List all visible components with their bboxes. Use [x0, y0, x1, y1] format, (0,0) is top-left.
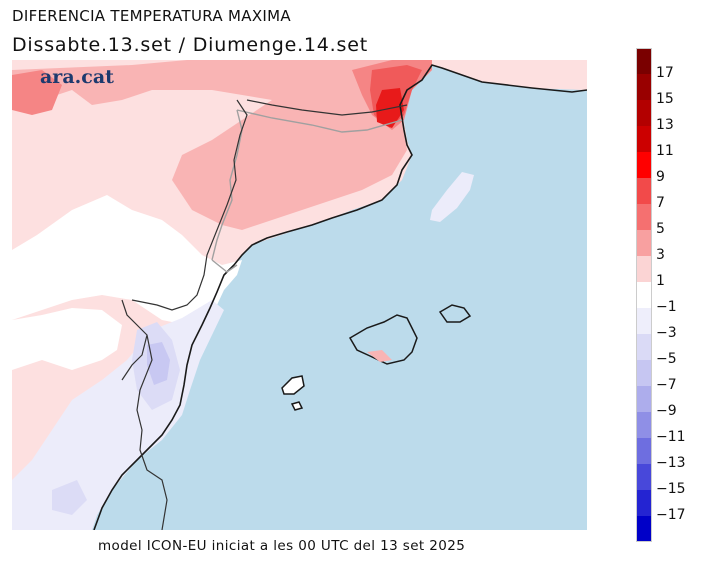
warm-zone-3 [12, 60, 432, 230]
neutral-zone [12, 195, 242, 325]
island-formentera [290, 401, 304, 411]
colorbar-bin [636, 412, 652, 439]
colorbar-tick-label: −1 [656, 299, 677, 315]
colorbar-bin [636, 464, 652, 491]
colorbar-bin [636, 256, 652, 283]
colorbar-bin [636, 100, 652, 127]
colorbar-tick-label: 13 [656, 117, 674, 133]
colorbar-tick-label: −17 [656, 507, 686, 523]
cool-zone-west [52, 480, 87, 515]
colorbar-tick-label: 7 [656, 195, 665, 211]
neutral-zone-south [12, 308, 122, 370]
cool-zone-core [147, 342, 170, 385]
land-east-france [442, 60, 587, 90]
colorbar-tick-label: 1 [656, 273, 665, 289]
chart-title: DIFERENCIA TEMPERATURA MAXIMA [12, 7, 291, 25]
colorbar-tick-label: −3 [656, 325, 677, 341]
colorbar-tick-label: −5 [656, 351, 677, 367]
colorbar-bin [636, 48, 652, 75]
colorbar-bin [636, 74, 652, 101]
colorbar-bin [636, 360, 652, 387]
sea-cool-patch [430, 172, 474, 222]
island-menorca [438, 304, 472, 323]
model-caption: model ICON-EU iniciat a les 00 UTC del 1… [98, 538, 466, 554]
colorbar-tick-label: 17 [656, 65, 674, 81]
colorbar-bin [636, 386, 652, 413]
colorbar-bin [636, 178, 652, 205]
colorbar-outline [636, 48, 652, 542]
colorbar-tick-label: 15 [656, 91, 674, 107]
island-mallorca [348, 314, 418, 365]
colorbar-bin [636, 490, 652, 517]
colorbar-tick-label: −7 [656, 377, 677, 393]
colorbar-tick-label: −11 [656, 429, 686, 445]
colorbar-tick-label: −9 [656, 403, 677, 419]
island-mallorca-warm [367, 350, 392, 362]
chart-subtitle: Dissabte.13.set / Diumenge.14.set [12, 34, 368, 56]
colorbar-bin [636, 204, 652, 231]
colorbar-tick-label: −13 [656, 455, 686, 471]
colorbar-bin [636, 516, 652, 542]
border-line [211, 109, 403, 273]
colorbar-bin [636, 308, 652, 335]
island-ibiza [281, 375, 305, 395]
colorbar-bin [636, 152, 652, 179]
colorbar-bin [636, 126, 652, 153]
admin-boundary [121, 99, 408, 530]
colorbar-bin [636, 230, 652, 257]
brand-logo: ara.cat [40, 66, 114, 88]
colorbar [636, 48, 652, 542]
colorbar-bin [636, 438, 652, 465]
colorbar-tick-label: 5 [656, 221, 665, 237]
temperature-difference-map [12, 60, 587, 530]
colorbar-tick-label: 11 [656, 143, 674, 159]
colorbar-tick-label: −15 [656, 481, 686, 497]
coastline [93, 64, 587, 530]
colorbar-tick-label: 9 [656, 169, 665, 185]
colorbar-tick-label: 3 [656, 247, 665, 263]
colorbar-bin [636, 282, 652, 309]
colorbar-bin [636, 334, 652, 361]
warm-zone-5 [12, 70, 62, 115]
